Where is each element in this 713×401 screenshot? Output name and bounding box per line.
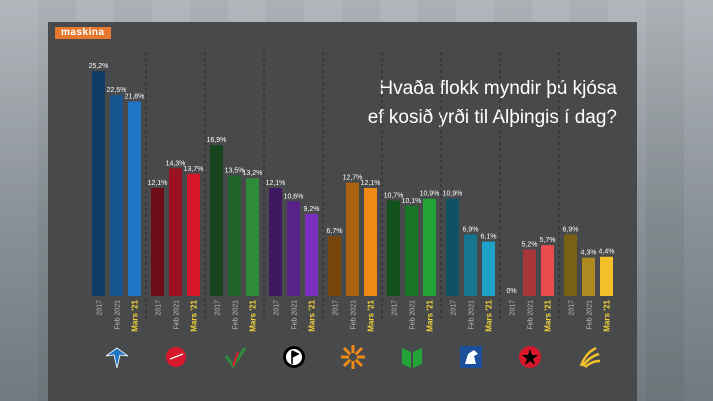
bar (210, 145, 223, 296)
bar (169, 168, 182, 296)
bar (110, 95, 123, 296)
maskina-logo: maskina (55, 27, 111, 39)
bar (564, 234, 577, 296)
bar (387, 200, 400, 296)
period-tick-label: 2017 (451, 300, 458, 316)
data-label: 9,2% (304, 206, 320, 213)
bar (92, 71, 105, 296)
data-label: 10,1% (402, 198, 422, 205)
check-leaf-icon (220, 342, 250, 372)
period-tick-label: Feb 2021 (115, 300, 122, 330)
bar (600, 256, 613, 296)
data-label: 4,4% (599, 249, 615, 256)
bar (464, 234, 477, 296)
bar (423, 198, 436, 296)
data-label: 10,9% (420, 191, 440, 198)
bar (405, 205, 418, 296)
period-tick-label: Mars '21 (131, 299, 140, 331)
bar (541, 245, 554, 296)
data-label: 12,1% (148, 180, 168, 187)
data-label: 6,9% (563, 226, 579, 233)
bar (246, 178, 259, 296)
falcon-icon (102, 342, 132, 372)
data-label: 13,7% (184, 166, 204, 173)
star-flag-icon (515, 342, 545, 372)
bar (328, 236, 341, 296)
period-tick-label: 2017 (392, 300, 399, 316)
period-tick-label: Feb 2021 (528, 300, 535, 330)
period-tick-label: 2017 (510, 300, 517, 316)
period-tick-label: Mars '21 (249, 299, 258, 331)
data-label: 13,5% (225, 168, 245, 175)
period-tick-label: 2017 (156, 300, 163, 316)
period-tick-label: 2017 (333, 300, 340, 316)
period-tick-label: Mars '21 (603, 299, 612, 331)
bar (305, 213, 318, 296)
data-label: 10,9% (443, 191, 463, 198)
bar (151, 188, 164, 296)
period-tick-label: Feb 2021 (587, 300, 594, 330)
period-tick-label: 2017 (215, 300, 222, 316)
data-label: 14,3% (166, 160, 186, 167)
chart-title-line-1: Hvaða flokk myndir þú kjósa (379, 78, 617, 99)
data-label: 10,6% (284, 193, 304, 200)
data-label: 13,2% (243, 170, 263, 177)
data-label: 25,2% (89, 63, 109, 70)
period-tick-label: Feb 2021 (410, 300, 417, 330)
period-tick-label: 2017 (569, 300, 576, 316)
sun-icon (338, 342, 368, 372)
data-label: 10,7% (384, 193, 404, 200)
data-label: 21,8% (125, 93, 145, 100)
data-label: 5,7% (540, 237, 556, 244)
bar (287, 201, 300, 296)
rose-icon (161, 342, 191, 372)
hand-icon (574, 342, 604, 372)
period-tick-label: 2017 (97, 300, 104, 316)
data-label: 12,1% (266, 180, 286, 187)
bar (364, 188, 377, 296)
data-label: 12,1% (361, 180, 381, 187)
period-tick-label: 2017 (274, 300, 281, 316)
period-tick-label: Feb 2021 (351, 300, 358, 330)
bar (582, 257, 595, 296)
data-label: 6,1% (481, 234, 497, 241)
bar (446, 198, 459, 296)
bar (346, 182, 359, 296)
bar (523, 249, 536, 296)
data-label: 6,7% (327, 228, 343, 235)
period-tick-label: Feb 2021 (174, 300, 181, 330)
period-tick-label: Feb 2021 (469, 300, 476, 330)
pirate-flag-icon (279, 342, 309, 372)
period-tick-label: Mars '21 (308, 299, 317, 331)
bar (187, 173, 200, 296)
bar (482, 241, 495, 296)
bar (128, 101, 141, 296)
period-tick-label: Feb 2021 (233, 300, 240, 330)
chart-title-line-2: ef kosið yrði til Alþingis í dag? (367, 107, 617, 128)
period-tick-label: Mars '21 (485, 299, 494, 331)
bar (228, 175, 241, 296)
data-label: 4,3% (581, 250, 597, 257)
period-tick-label: Mars '21 (367, 299, 376, 331)
chart-title: Hvaða flokk myndir þú kjósa ef kosið yrð… (368, 74, 617, 132)
horse-icon (456, 342, 486, 372)
data-label: 22,5% (107, 87, 127, 94)
data-label: 6,9% (463, 226, 479, 233)
period-tick-label: Mars '21 (426, 299, 435, 331)
open-book-icon (397, 342, 427, 372)
period-tick-label: Feb 2021 (292, 300, 299, 330)
data-label: 12,7% (343, 175, 363, 182)
period-tick-label: Mars '21 (544, 299, 553, 331)
data-label: 16,9% (207, 137, 227, 144)
bar (269, 188, 282, 296)
chart-panel (48, 22, 637, 401)
data-label: 5,2% (522, 242, 538, 249)
period-tick-label: Mars '21 (190, 299, 199, 331)
data-label: 0% (506, 288, 516, 295)
